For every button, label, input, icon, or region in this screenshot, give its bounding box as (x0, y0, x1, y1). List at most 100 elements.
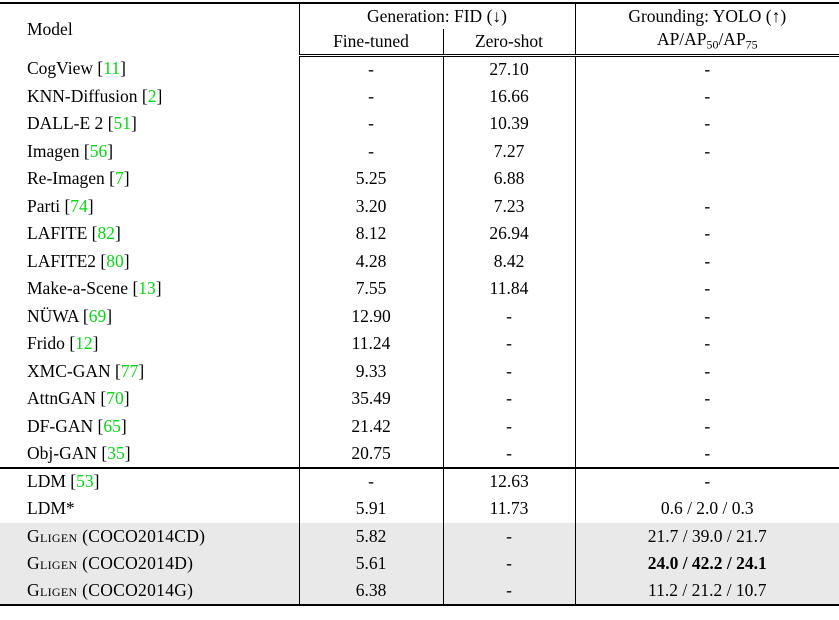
citation: [51] (103, 113, 137, 133)
citation-bracket-close: ] (92, 333, 99, 353)
model-cell: LAFITE [82] (0, 220, 300, 248)
citation-number[interactable]: 53 (76, 471, 94, 491)
zero-shot-cell: - (443, 330, 576, 358)
citation-bracket-open: [ (60, 195, 71, 216)
table-row: AttnGAN [70] 35.49 - - (0, 385, 839, 413)
model-name: Parti (27, 195, 61, 216)
fine-tuned-cell: - (299, 110, 444, 138)
model-name: Gligen (COCO2014G) (27, 580, 194, 600)
table-header: Model Generation: FID (↓) Grounding: YOL… (0, 3, 839, 57)
model-name: LDM (27, 471, 66, 491)
citation-bracket-close: ] (123, 168, 130, 188)
citation-number[interactable]: 80 (106, 250, 124, 271)
citation-number[interactable]: 82 (97, 223, 115, 243)
citation-number[interactable]: 2 (147, 85, 157, 106)
citation-bracket-open: [ (97, 442, 108, 463)
ap-label-part: /AP (718, 29, 746, 50)
benchmark-table: Model Generation: FID (↓) Grounding: YOL… (0, 2, 839, 606)
grounding-cell: - (704, 442, 711, 463)
fine-tuned-cell: - (299, 55, 444, 83)
citation-bracket-open: [ (65, 471, 77, 491)
table-row: XMC-GAN [77] 9.33 - - (0, 357, 839, 385)
citation-number[interactable]: 51 (113, 113, 132, 133)
model-name: NÜWA (27, 305, 79, 326)
grounding-cell: 21.7 / 39.0 / 21.7 (575, 522, 839, 550)
citation-number[interactable]: 70 (106, 388, 124, 408)
grounding-cell: - (704, 140, 711, 161)
citation-number[interactable]: 69 (88, 305, 107, 326)
citation: [65] (93, 416, 127, 436)
fine-tuned-cell: 35.49 (299, 385, 444, 413)
ap-subscript-50: 50 (706, 37, 719, 52)
fine-tuned-cell: 7.55 (299, 275, 444, 303)
citation-bracket-open: [ (96, 388, 107, 408)
citation-number[interactable]: 13 (138, 278, 156, 298)
citation: [7] (105, 168, 130, 188)
table-row: NÜWA [69] 12.90 - - (0, 302, 839, 330)
model-name: Re-Imagen (27, 168, 105, 188)
model-cell: Gligen (COCO2014G) (0, 577, 300, 605)
model-cell: NÜWA [69] (0, 302, 300, 330)
model-cell: LDM* (0, 495, 300, 523)
zero-shot-cell: - (443, 550, 576, 578)
model-name: Make-a-Scene (27, 278, 129, 298)
header-grounding-yolo: Grounding: YOLO (↑) (628, 5, 787, 26)
table-row: Obj-GAN [35] 20.75 - - (0, 440, 839, 468)
citation-number[interactable]: 74 (70, 195, 88, 216)
model-cell: LAFITE2 [80] (0, 247, 300, 275)
table-row: Re-Imagen [7] 5.25 6.88 (0, 165, 839, 193)
citation-number[interactable]: 77 (120, 360, 139, 381)
citation: [13] (128, 278, 162, 298)
fine-tuned-cell: 5.25 (299, 165, 444, 193)
citation-number[interactable]: 65 (103, 415, 121, 436)
model-cell: Obj-GAN [35] (0, 440, 300, 468)
zero-shot-cell: 8.42 (443, 247, 576, 275)
grounding-cell: - (704, 250, 711, 271)
model-cell: CogView [11] (0, 55, 300, 83)
model-cell: Parti [74] (0, 192, 300, 220)
model-name: Imagen (27, 140, 80, 161)
table-row: Gligen (COCO2014CD) 5.82 - 21.7 / 39.0 /… (0, 522, 839, 550)
citation-number[interactable]: 35 (107, 442, 125, 463)
citation-number[interactable]: 12 (75, 333, 93, 353)
fine-tuned-cell: 9.33 (299, 357, 444, 385)
table-row: CogView [11] - 27.10 - (0, 55, 839, 83)
table-row: DALL-E 2 [51] - 10.39 - (0, 110, 839, 138)
table-row: LAFITE2 [80] 4.28 8.42 - (0, 247, 839, 275)
citation-number[interactable]: 7 (114, 168, 124, 188)
citation-bracket-open: [ (93, 58, 104, 78)
zero-shot-cell: 16.66 (443, 82, 576, 110)
model-cell: Imagen [56] (0, 137, 300, 165)
citation-bracket-open: [ (110, 360, 121, 381)
citation-bracket-close: ] (107, 140, 114, 161)
citation-bracket-close: ] (93, 471, 100, 491)
fine-tuned-cell: 5.61 (299, 550, 444, 578)
fine-tuned-cell: 5.91 (299, 495, 444, 523)
grounding-cell: - (704, 85, 711, 106)
zero-shot-cell: - (443, 412, 576, 440)
fine-tuned-cell: 11.24 (299, 330, 444, 358)
table-row: LAFITE [82] 8.12 26.94 - (0, 220, 839, 248)
fine-tuned-cell: 5.82 (299, 522, 444, 550)
fine-tuned-cell: 3.20 (299, 192, 444, 220)
fine-tuned-cell: 21.42 (299, 412, 444, 440)
ap-label-part: AP/AP (656, 29, 707, 50)
citation-bracket-close: ] (155, 278, 162, 298)
header-zero-shot: Zero-shot (443, 29, 576, 57)
citation: [69] (79, 305, 112, 326)
model-cell: LDM [53] (0, 466, 300, 495)
citation: [56] (79, 141, 113, 161)
zero-shot-cell: 11.84 (443, 275, 576, 303)
model-cell: Re-Imagen [7] (0, 165, 300, 193)
model-name: Obj-GAN (27, 442, 97, 463)
fine-tuned-cell: 6.38 (299, 577, 444, 605)
citation: [74] (60, 195, 93, 216)
zero-shot-cell: 27.10 (443, 55, 576, 83)
model-name: XMC-GAN (27, 360, 111, 381)
model-cell: AttnGAN [70] (0, 385, 300, 413)
citation-bracket-open: [ (96, 250, 107, 271)
citation-number[interactable]: 56 (89, 140, 108, 161)
grounding-cell (575, 165, 839, 193)
citation-number[interactable]: 11 (103, 58, 121, 78)
fine-tuned-cell: 20.75 (299, 440, 444, 468)
